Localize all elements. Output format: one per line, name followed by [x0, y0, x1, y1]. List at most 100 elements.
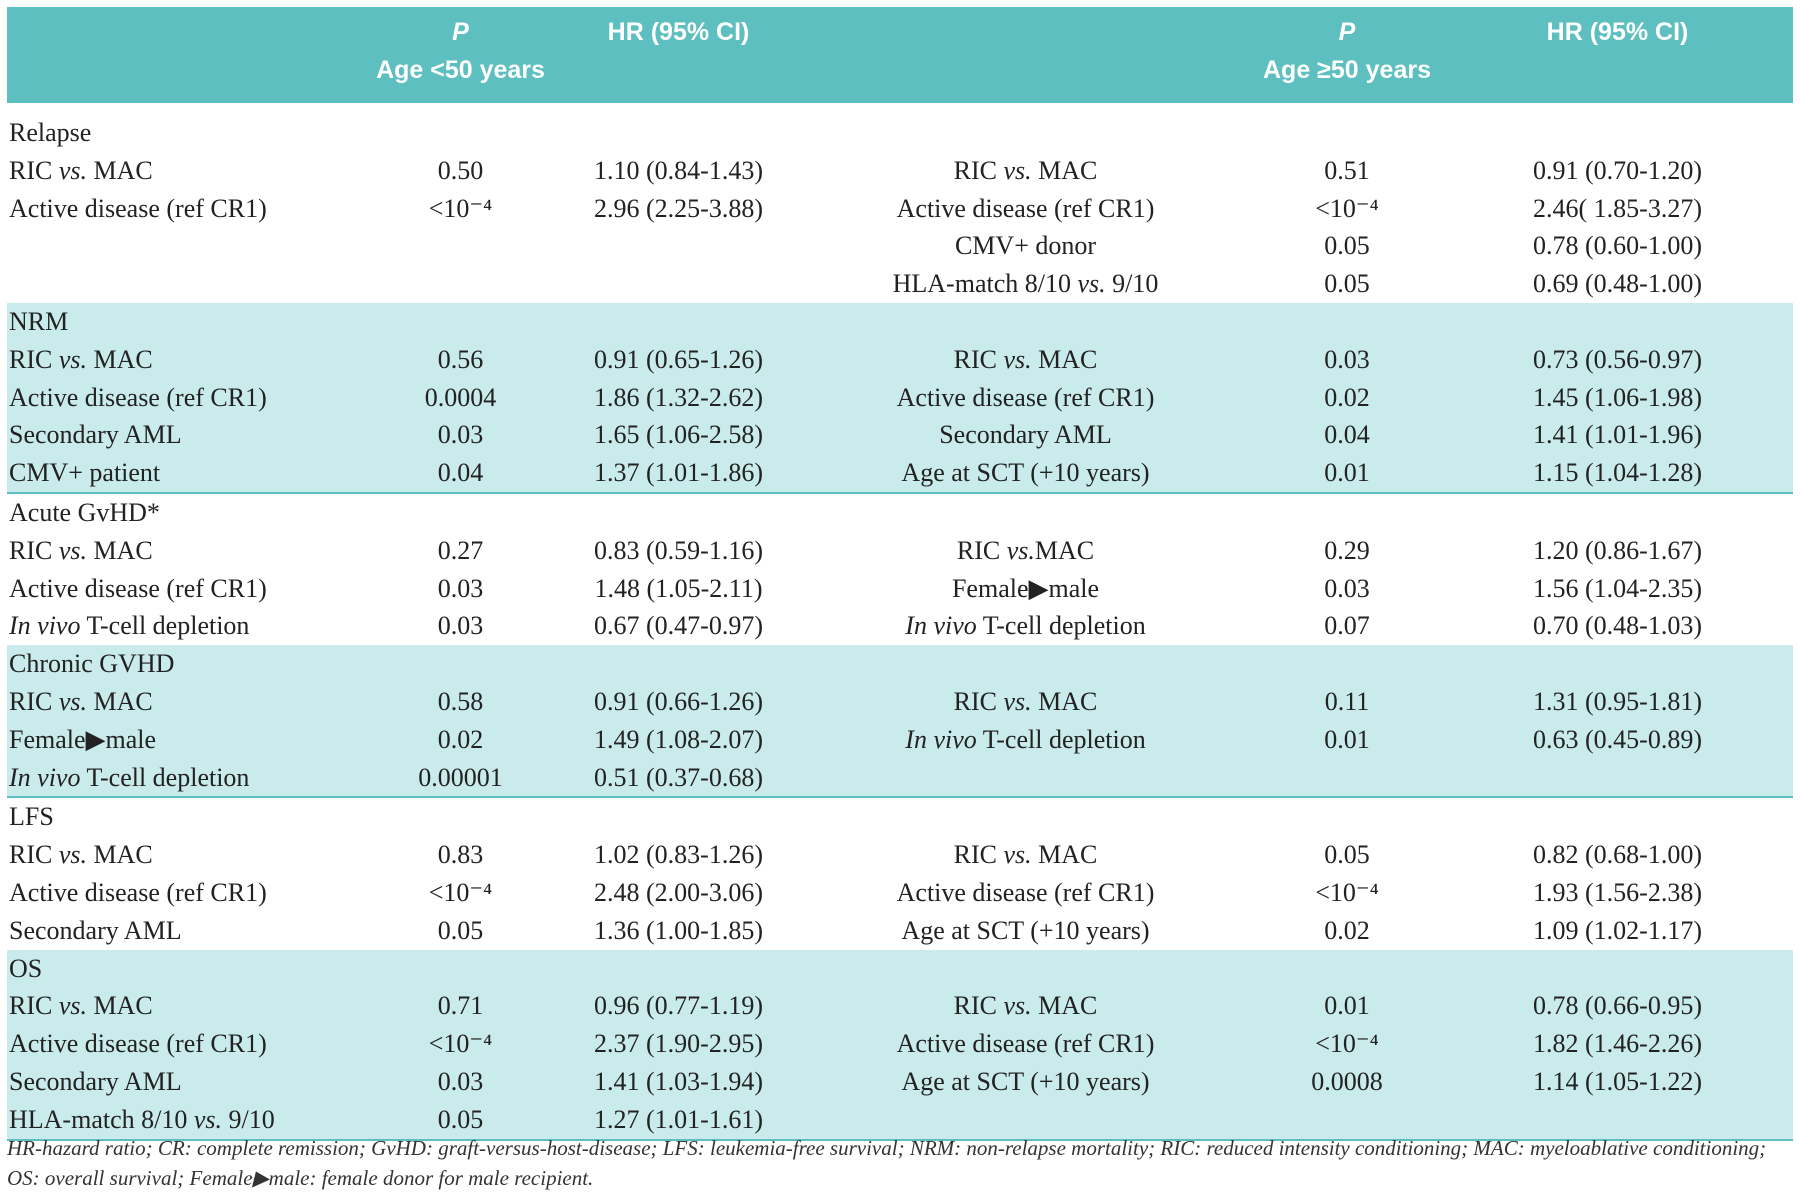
- hazard-ratio: 0.78 (0.66-0.95): [1533, 991, 1702, 1021]
- p-value: 0.02: [1324, 915, 1370, 945]
- hazard-ratio: 2.46( 1.85-3.27): [1533, 193, 1702, 223]
- label-text: CMV+ donor: [954, 231, 1097, 261]
- label-text: Secondary AML: [939, 420, 1112, 450]
- label-text: MAC: [87, 535, 153, 565]
- hazard-ratio: 1.48 (1.05-2.11): [594, 573, 763, 603]
- p-value-cell: <10⁻⁴: [1252, 190, 1442, 228]
- label-text: T-cell depletion: [976, 724, 1146, 754]
- row-label: Active disease (ref CR1): [7, 190, 363, 228]
- hr-cell: 1.65 (1.06-2.58): [558, 416, 799, 455]
- data-row: RIC vs. MAC 0.50 1.10 (0.84-1.43) RIC vs. M…: [7, 152, 1793, 190]
- row-label: HLA-match 8/10 vs. 9/10: [7, 1100, 363, 1141]
- label-text: Active disease (ref CR1): [9, 382, 267, 412]
- hazard-ratio: 1.14 (1.05-1.22): [1533, 1066, 1702, 1096]
- hr-cell: 2.48 (2.00-3.06): [558, 874, 799, 912]
- section-title: NRM: [7, 302, 1793, 341]
- p-value-cell: 0.51: [1252, 152, 1442, 190]
- label-text: Age at SCT (+10 years): [901, 458, 1150, 488]
- label-italic: vs.: [58, 535, 88, 565]
- hr-cell: 1.56 (1.04-2.35): [1442, 570, 1793, 608]
- data-row: Secondary AML 0.03 1.41 (1.03-1.94) Age at …: [7, 1062, 1793, 1101]
- spacer: [7, 103, 1793, 114]
- label-italic: vs.: [193, 1104, 223, 1134]
- label-italic: In vivo: [9, 762, 81, 792]
- label-text: HLA-match 8/10: [892, 269, 1078, 299]
- hr-cell: 0.78 (0.60-1.00): [1442, 227, 1793, 265]
- label-text: MAC: [1034, 535, 1095, 565]
- label-italic: vs.: [58, 840, 88, 870]
- p-value: 0.58: [437, 686, 484, 716]
- hr-cell: 1.82 (1.46-2.26): [1442, 1025, 1793, 1063]
- row-label: Female▶male: [7, 720, 363, 759]
- p-value: 0.04: [437, 458, 484, 488]
- data-row: Active disease (ref CR1) 0.03 1.48 (1.05-2…: [7, 570, 1793, 608]
- section-header-row: OS: [7, 949, 1793, 988]
- data-row: RIC vs. MAC 0.56 0.91 (0.65-1.26) RIC vs. M…: [7, 340, 1793, 379]
- data-row: HLA-match 8/10 vs. 9/10 0.05 1.27 (1.01-1.…: [7, 1100, 1793, 1141]
- hazard-ratio: 0.67 (0.47-0.97): [594, 611, 763, 641]
- hazard-ratio: 0.73 (0.56-0.97): [1533, 344, 1702, 374]
- header-p: P: [452, 18, 469, 46]
- p-value: 0.50: [437, 155, 484, 185]
- hr-cell: 1.37 (1.01-1.86): [558, 454, 799, 494]
- label-text: Age at SCT (+10 years): [901, 915, 1150, 945]
- label-italic: In vivo: [905, 611, 977, 641]
- hr-cell: 0.91 (0.66-1.26): [558, 682, 799, 721]
- hr-cell: 2.37 (1.90-2.95): [558, 1025, 799, 1063]
- section-header-row: LFS: [7, 797, 1793, 836]
- data-row: Secondary AML 0.05 1.36 (1.00-1.85) Age at …: [7, 912, 1793, 950]
- label-italic: vs.: [58, 686, 88, 716]
- header-group: Age <50 years: [376, 56, 545, 84]
- p-value: 0.01: [1324, 458, 1370, 488]
- label-italic: vs.: [1077, 269, 1106, 299]
- p-value: 0.83: [437, 840, 484, 870]
- label-text: RIC: [953, 840, 1004, 870]
- p-value-cell: <10⁻⁴: [363, 1025, 558, 1063]
- label-italic: vs.: [1003, 991, 1032, 1021]
- row-label-right: In vivo T-cell depletion: [799, 720, 1252, 759]
- p-value: 0.27: [437, 535, 484, 565]
- hr-cell: 0.83 (0.59-1.16): [558, 532, 799, 570]
- p-value-cell: 0.83: [363, 836, 558, 874]
- label-text: Female▶male: [951, 573, 1100, 603]
- section: NRM RIC vs. MAC 0.56 0.91 (0.65-1.26) RIC vs…: [7, 302, 1793, 494]
- p-value-cell: <10⁻⁴: [363, 190, 558, 228]
- p-value-cell: 0.58: [363, 682, 558, 721]
- label-text: RIC: [9, 344, 59, 374]
- p-value-cell: 0.04: [363, 454, 558, 494]
- header-hr: HR (95% CI): [607, 18, 750, 46]
- row-label: RIC vs. MAC: [7, 836, 363, 874]
- hr-cell: 1.45 (1.06-1.98): [1442, 378, 1793, 417]
- p-value-cell: 0.29: [1252, 532, 1442, 570]
- hazard-ratio: 1.09 (1.02-1.17): [1533, 915, 1702, 945]
- p-value-cell: [363, 227, 558, 265]
- hazard-ratio: 1.37 (1.01-1.86): [594, 458, 763, 488]
- p-value: <10⁻⁴: [428, 1029, 493, 1059]
- label-text: T-cell depletion: [80, 611, 250, 641]
- hazard-ratio: 1.02 (0.83-1.26): [594, 840, 763, 870]
- label-text: Active disease (ref CR1): [896, 877, 1155, 907]
- header-p: P: [1338, 18, 1356, 46]
- hazard-ratio: 0.91 (0.70-1.20): [1533, 155, 1702, 185]
- row-label-right: Age at SCT (+10 years): [799, 1062, 1252, 1101]
- data-row: HLA-match 8/10 vs. 9/10 0.05 0.69 (0.48-1.…: [7, 265, 1793, 303]
- section-header-row: NRM: [7, 302, 1793, 341]
- label-text: RIC: [9, 686, 59, 716]
- row-label-right: In vivo T-cell depletion: [799, 607, 1252, 645]
- p-value: <10⁻⁴: [1315, 877, 1379, 907]
- p-value-cell: 0.05: [363, 1100, 558, 1141]
- row-label-right: Age at SCT (+10 years): [799, 912, 1252, 950]
- hazard-ratio: 0.83 (0.59-1.16): [594, 535, 763, 565]
- hazard-ratio: 1.56 (1.04-2.35): [1533, 573, 1702, 603]
- row-label: Active disease (ref CR1): [7, 874, 363, 912]
- hr-cell: [1442, 758, 1793, 799]
- row-label-right: [799, 758, 1252, 799]
- label-text: MAC: [1031, 840, 1098, 870]
- row-label-right: RIC vs. MAC: [799, 987, 1252, 1026]
- p-value: 0.56: [437, 344, 484, 374]
- footnote: HR-hazard ratio; CR: complete remission;…: [7, 1136, 1767, 1190]
- data-row: Active disease (ref CR1) 0.0004 1.86 (1.32…: [7, 378, 1793, 417]
- p-value-cell: 0.0004: [363, 378, 558, 417]
- hazard-ratio: 0.69 (0.48-1.00): [1533, 269, 1702, 299]
- row-label: RIC vs. MAC: [7, 152, 363, 190]
